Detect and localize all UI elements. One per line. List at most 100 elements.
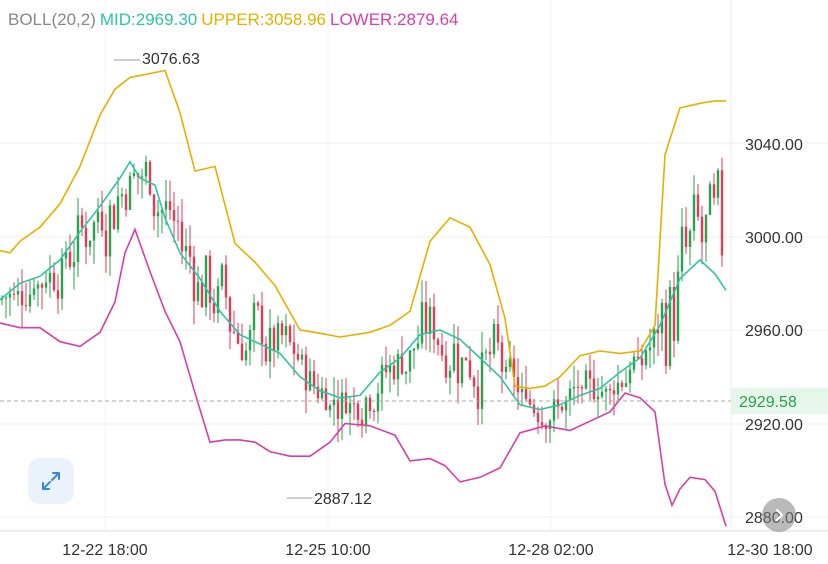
candle-body xyxy=(720,170,724,256)
candle-body xyxy=(608,388,612,391)
candle-body xyxy=(260,305,264,344)
candle-body xyxy=(180,221,184,252)
candle-body xyxy=(184,245,188,252)
candle-body xyxy=(200,282,204,308)
candle-body xyxy=(620,382,624,387)
candle-body xyxy=(672,287,676,341)
candle-body xyxy=(428,306,432,334)
candle-body xyxy=(120,194,124,197)
candle-body xyxy=(396,354,400,380)
candle-body xyxy=(596,396,600,400)
boll-indicator-name: BOLL(20,2) xyxy=(8,10,96,29)
candle-body xyxy=(536,413,540,423)
candle-body xyxy=(660,303,664,334)
x-tick-label: 12-28 02:00 xyxy=(508,542,594,559)
candle-body xyxy=(508,358,512,367)
candle-body xyxy=(272,327,276,351)
candle-body xyxy=(340,392,344,419)
candle-body xyxy=(172,210,176,221)
candle-body xyxy=(592,378,596,400)
candle-body xyxy=(240,343,244,361)
candle-body xyxy=(264,343,268,362)
candle-body xyxy=(528,399,532,405)
candle-body xyxy=(108,205,112,257)
current-price-label: 2929.58 xyxy=(739,394,797,411)
candle-body xyxy=(40,284,44,288)
candle-body xyxy=(580,387,584,389)
y-tick-label: 3000.00 xyxy=(745,230,803,247)
y-tick-label: 3040.00 xyxy=(745,137,803,154)
candle-body xyxy=(244,350,248,361)
candle-body xyxy=(712,184,716,198)
candle-body xyxy=(680,226,684,272)
candle-body xyxy=(304,354,308,391)
candle-body xyxy=(480,352,484,409)
candle-body xyxy=(408,350,412,372)
candle-body xyxy=(448,370,452,378)
candle-body xyxy=(324,388,328,411)
candle-body xyxy=(336,399,340,419)
x-tick-label: 12-25 10:00 xyxy=(285,542,371,559)
candle-body xyxy=(116,196,120,230)
candle-body xyxy=(248,330,252,351)
candle-body xyxy=(236,331,240,344)
candle-body xyxy=(656,329,660,334)
candle-body xyxy=(320,388,324,399)
candle-body xyxy=(576,386,580,388)
candle-body xyxy=(60,258,64,299)
candle-body xyxy=(436,339,440,345)
candle-body xyxy=(12,293,16,295)
candle-body xyxy=(684,226,688,247)
candle-body xyxy=(316,386,320,399)
candle-body xyxy=(256,302,260,306)
candle-body xyxy=(344,392,348,414)
candle-body xyxy=(444,355,448,378)
candle-body xyxy=(312,371,316,387)
boll-upper-line xyxy=(0,69,726,390)
candle-body xyxy=(564,400,568,411)
candle-body xyxy=(168,201,172,211)
candle-body xyxy=(32,288,36,295)
candle-body xyxy=(704,214,708,243)
candle-body xyxy=(152,194,156,217)
candle-body xyxy=(388,365,392,373)
scroll-latest-button[interactable] xyxy=(762,498,796,532)
candle-body xyxy=(132,173,136,176)
candle-body xyxy=(716,170,720,198)
candle-body xyxy=(52,272,56,291)
candle-body xyxy=(424,302,428,334)
candle-body xyxy=(708,184,712,215)
candle-body xyxy=(372,411,376,412)
candle-body xyxy=(188,245,192,257)
min-price-label: 2887.12 xyxy=(314,491,372,508)
candle-body xyxy=(404,371,408,374)
candle-body xyxy=(376,393,380,412)
candle-body xyxy=(296,353,300,360)
current-price-tag xyxy=(731,388,828,414)
y-tick-label: 2960.00 xyxy=(745,323,803,340)
grid-lines xyxy=(0,0,828,532)
candle-body xyxy=(352,403,356,405)
candle-body xyxy=(212,302,216,314)
candle-body xyxy=(476,386,480,409)
y-axis: 3040.00 3000.00 2960.00 2920.00 2880.00 xyxy=(745,137,803,527)
candle-body xyxy=(164,201,168,210)
candle-body xyxy=(568,388,572,401)
candle-body xyxy=(548,420,552,430)
candle-body xyxy=(484,351,488,353)
candle-body xyxy=(400,354,404,374)
candle-body xyxy=(468,360,472,378)
candle-body xyxy=(148,161,152,195)
candle-body xyxy=(224,264,228,298)
candle-body xyxy=(380,364,384,394)
candle-body xyxy=(28,294,32,307)
chevron-right-icon xyxy=(775,508,784,522)
candle-body xyxy=(268,327,272,362)
candle-body xyxy=(492,323,496,355)
expand-button[interactable] xyxy=(28,458,74,504)
candle-body xyxy=(640,358,644,366)
candle-body xyxy=(24,305,28,307)
candle-body xyxy=(36,284,40,289)
candle-body xyxy=(16,291,20,295)
